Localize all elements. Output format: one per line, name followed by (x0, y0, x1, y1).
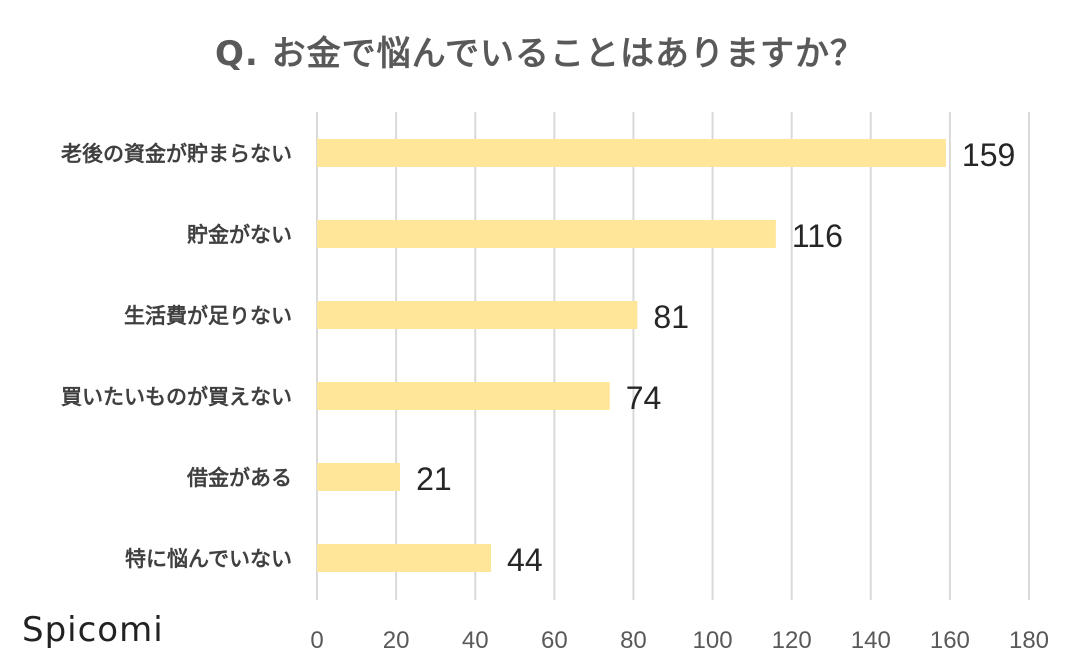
x-tick-label: 20 (383, 627, 410, 654)
data-label: 116 (792, 218, 843, 254)
bar (317, 139, 946, 167)
category-labels: 老後の資金が貯まらない貯金がない生活費が足りない買いたいものが買えない借金がある… (61, 142, 292, 571)
bar (317, 463, 401, 491)
x-tick-label: 80 (620, 627, 647, 654)
data-labels: 159 116 81 74 21 44 (416, 137, 1015, 578)
x-tick-label: 120 (772, 627, 812, 654)
category-label: 老後の資金が貯まらない (61, 142, 292, 166)
x-axis-ticks: 0 20 40 60 80 100 120 140 160 180 (310, 627, 1049, 654)
bar (317, 382, 610, 410)
brand-logo-text: Spicomi (22, 610, 164, 650)
category-label: 特に悩んでいない (125, 547, 292, 571)
x-tick-label: 180 (1009, 627, 1049, 654)
category-label: 生活費が足りない (124, 304, 292, 328)
bars (317, 139, 946, 572)
category-label: 貯金がない (187, 223, 292, 247)
x-tick-label: 160 (930, 627, 970, 654)
x-tick-label: 100 (693, 627, 733, 654)
bar (317, 301, 638, 329)
data-label: 81 (653, 299, 689, 335)
category-label: 買いたいものが買えない (61, 385, 292, 409)
gridlines (316, 112, 1030, 600)
category-label: 借金がある (186, 466, 292, 490)
data-label: 21 (416, 461, 452, 497)
x-tick-label: 0 (310, 627, 323, 654)
data-label: 44 (507, 542, 543, 578)
bar (317, 220, 776, 248)
bar (317, 544, 492, 572)
data-label: 74 (626, 380, 662, 416)
data-label: 159 (962, 137, 1015, 173)
x-tick-label: 40 (462, 627, 489, 654)
chart-title: Q. お金で悩んでいることはありますか？ (215, 34, 865, 74)
x-tick-label: 60 (541, 627, 568, 654)
x-tick-label: 140 (851, 627, 891, 654)
